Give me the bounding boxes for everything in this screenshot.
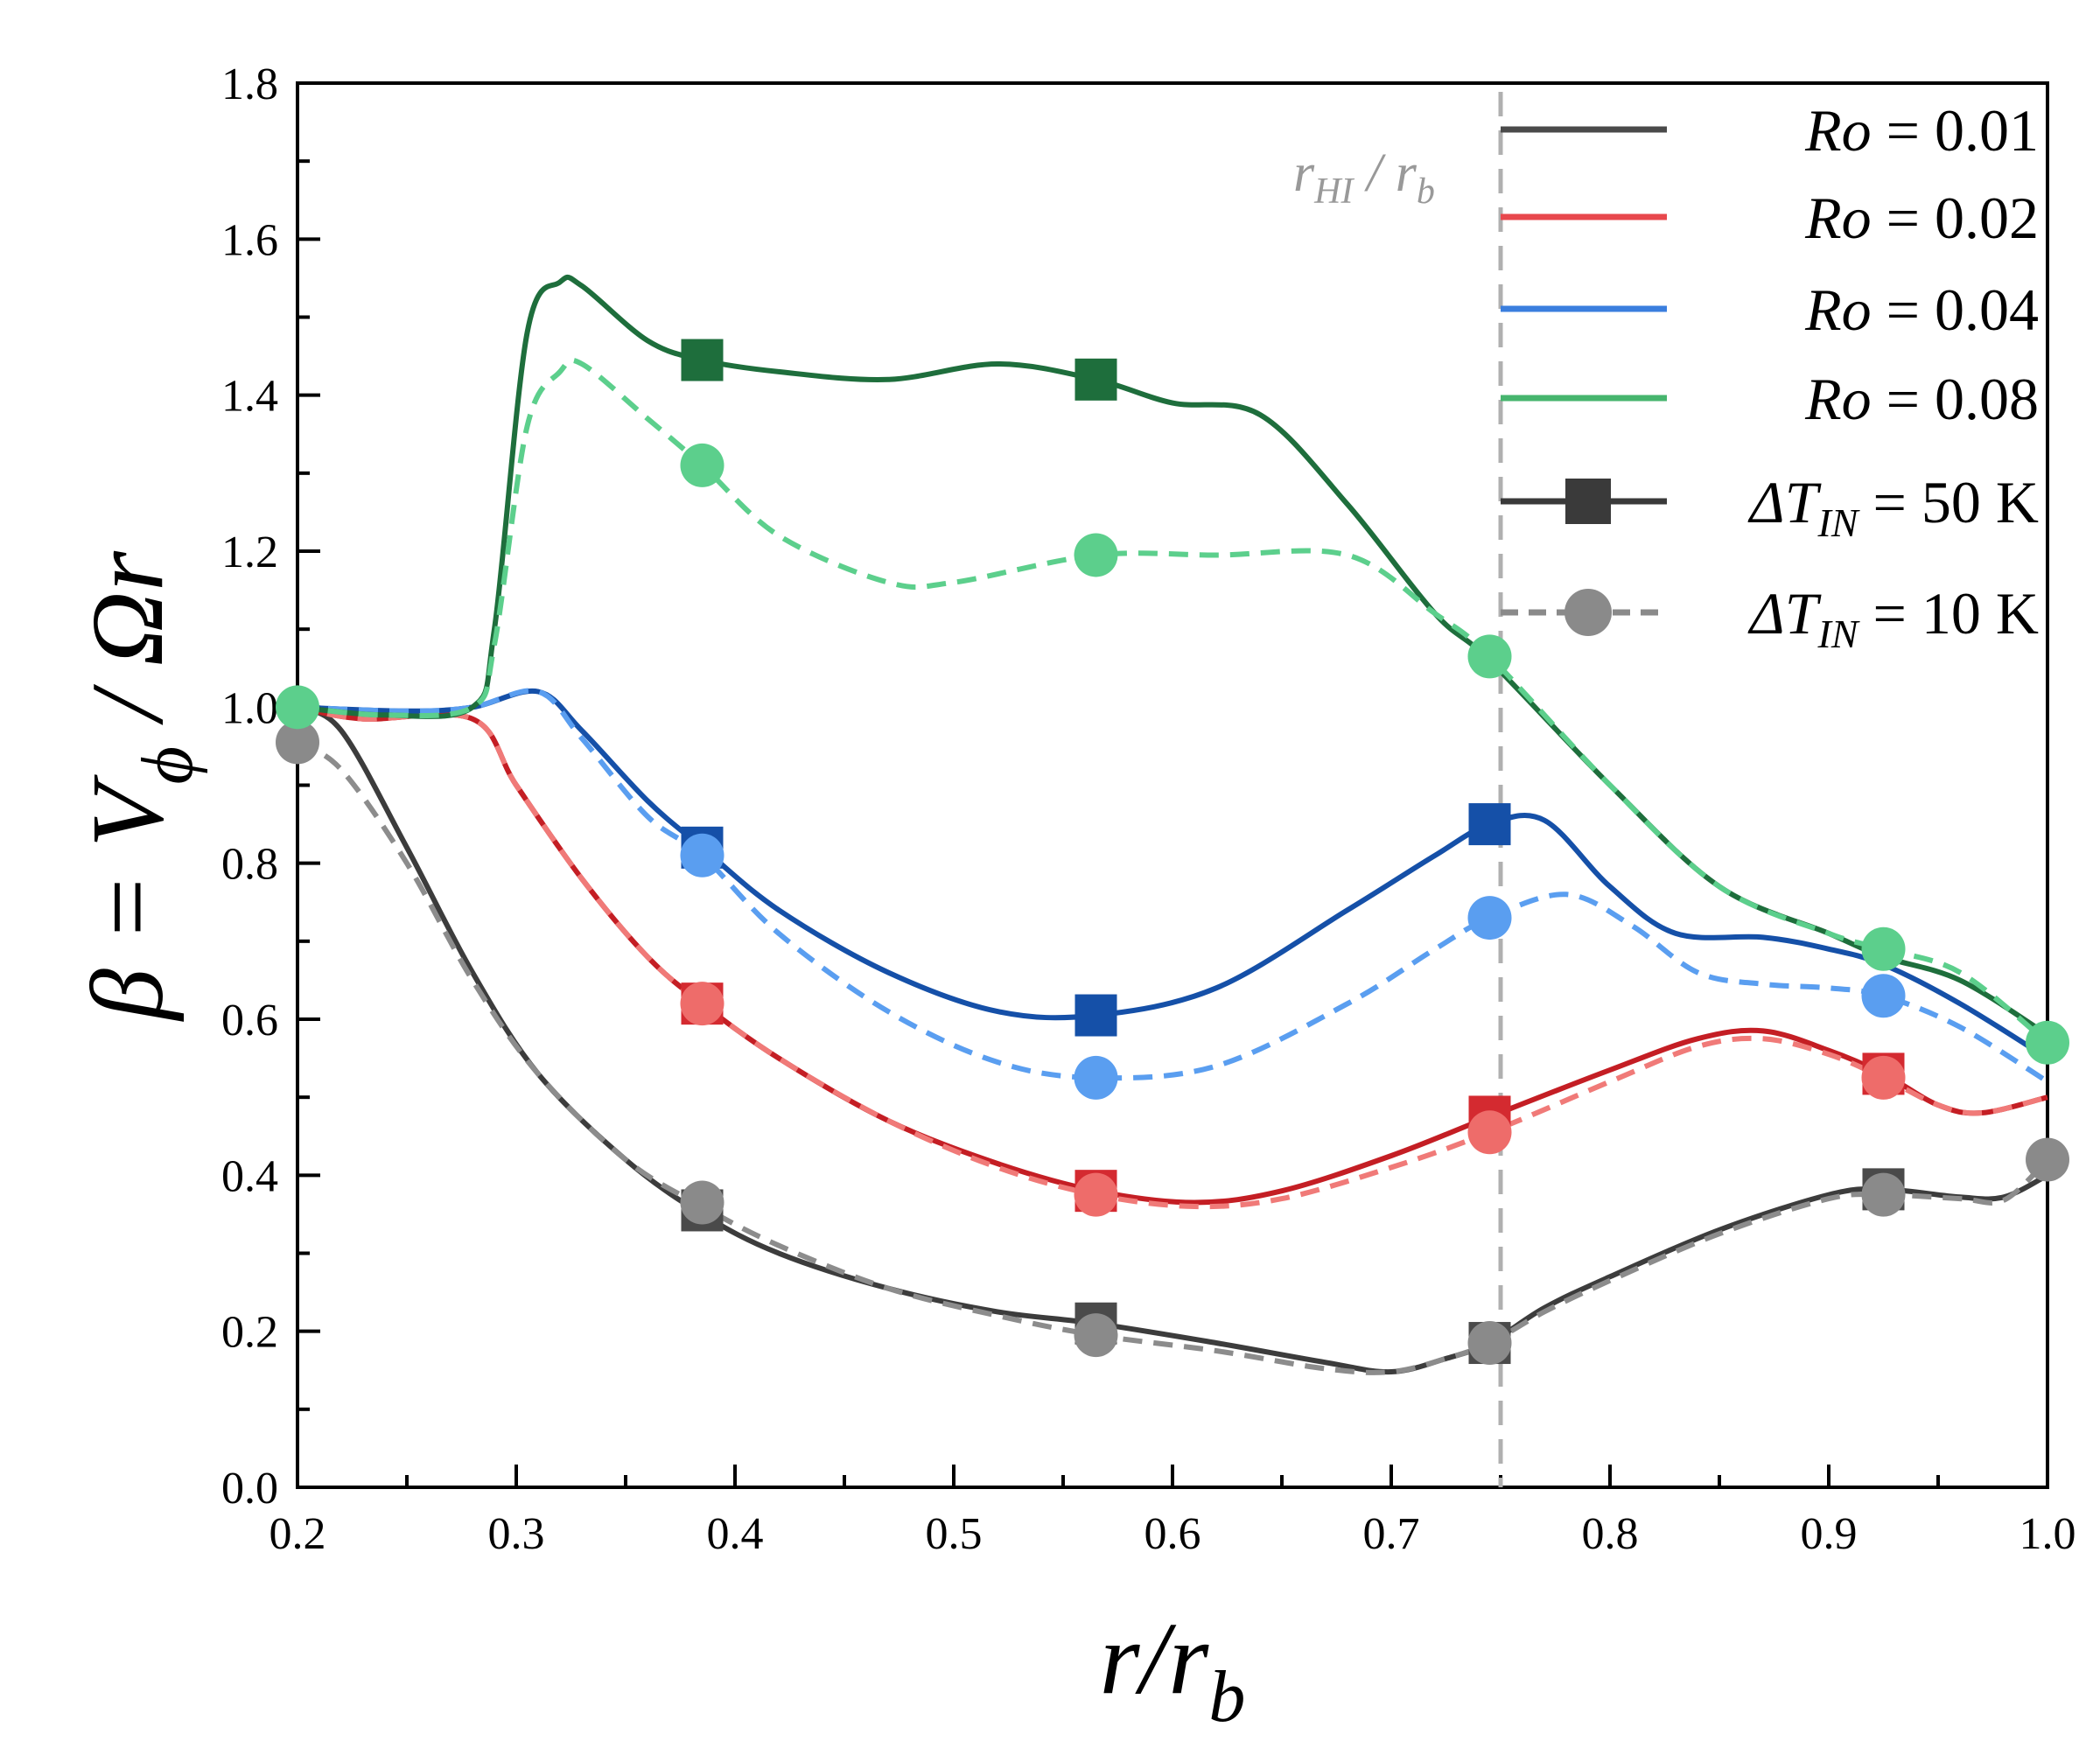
y-tick-label: 1.0 <box>221 683 278 733</box>
series-line-5 <box>297 688 2049 1084</box>
y-tick-label: 1.4 <box>221 372 278 422</box>
x-tick-label: 1.0 <box>2020 1509 2076 1559</box>
y-tick-label: 0.8 <box>221 840 278 890</box>
x-axis-label: r/rb <box>1100 1601 1246 1738</box>
legend-label-ro-004: Ro = 0.04 <box>1804 276 2039 343</box>
series-7-point <box>2026 1020 2069 1065</box>
y-tick-label: 1.6 <box>221 215 278 265</box>
series-4-point <box>1468 803 1511 846</box>
series-4-point <box>1074 994 1117 1037</box>
series-5-point <box>1467 896 1512 940</box>
series-5-point <box>680 833 724 877</box>
marker-layer <box>276 339 2069 1366</box>
legend-circle-marker <box>1564 589 1612 636</box>
series-3-point <box>1074 1172 1118 1217</box>
y-tick-label: 0.2 <box>221 1308 278 1358</box>
series-1-point <box>276 720 319 765</box>
x-tick-label: 0.8 <box>1582 1509 1639 1559</box>
x-axis-ticks: 0.2 0.3 0.4 0.5 0.6 0.7 0.8 0.9 1.0 <box>270 1465 2076 1559</box>
series-line-2 <box>297 704 2048 1206</box>
series-1-point <box>680 1180 724 1225</box>
series-3-point <box>680 982 724 1026</box>
series-line-4 <box>297 688 2049 1061</box>
series-1-point <box>1861 1172 1906 1217</box>
series-line-0 <box>296 704 2049 1375</box>
legend-label-ro-008: Ro = 0.08 <box>1804 366 2039 432</box>
legend: Ro = 0.01 Ro = 0.02 Ro = 0.04 Ro = 0.08 … <box>1501 97 2039 656</box>
plot-frame <box>296 81 2049 1489</box>
series-7-point <box>276 685 319 730</box>
y-tick-label: 1.8 <box>221 59 278 109</box>
y-axis-label: β = Vϕ / Ωr <box>70 550 208 1022</box>
series-layer <box>296 274 2050 1375</box>
x-tick-label: 0.4 <box>707 1509 764 1559</box>
series-5-point <box>1861 974 1906 1018</box>
series-line-7 <box>297 357 2049 1045</box>
x-tick-label: 0.7 <box>1363 1509 1420 1559</box>
series-7-point <box>1467 634 1512 679</box>
x-tick-label: 0.6 <box>1144 1509 1201 1559</box>
x-tick-label: 0.2 <box>270 1509 326 1559</box>
legend-label-dt-50: ΔTIN = 50 K <box>1747 469 2039 545</box>
series-3-point <box>1467 1110 1512 1155</box>
x-tick-label: 0.3 <box>488 1509 545 1559</box>
series-7-point <box>1861 926 1906 971</box>
y-tick-label: 0.4 <box>221 1151 278 1201</box>
y-tick-label: 0.0 <box>221 1464 278 1514</box>
series-1-point <box>2026 1137 2069 1182</box>
series-7-point <box>680 443 724 487</box>
reference-line-label: rHI / rb <box>1293 143 1435 212</box>
series-7-point <box>1074 533 1118 577</box>
x-tick-label: 0.9 <box>1801 1509 1858 1559</box>
y-tick-label: 0.6 <box>221 996 278 1045</box>
series-6-point <box>681 339 724 381</box>
series-1-point <box>1467 1321 1512 1366</box>
series-1-point <box>1074 1313 1118 1358</box>
legend-label-ro-001: Ro = 0.01 <box>1804 97 2039 164</box>
x-tick-label: 0.5 <box>926 1509 983 1559</box>
y-tick-label: 1.2 <box>221 528 278 577</box>
series-line-1 <box>296 739 2050 1375</box>
series-6-point <box>1074 358 1117 401</box>
reference-line-group: rHI / rb <box>1293 92 1503 1487</box>
y-axis-ticks: 0.0 0.2 0.4 0.6 0.8 1.0 1.2 1.4 1.6 1.8 <box>221 59 320 1514</box>
series-5-point <box>1074 1055 1118 1100</box>
legend-square-marker <box>1565 479 1611 524</box>
series-line-3 <box>297 704 2048 1210</box>
series-3-point <box>1861 1055 1906 1100</box>
legend-label-ro-002: Ro = 0.02 <box>1804 185 2039 251</box>
series-line-6 <box>297 274 2049 1038</box>
legend-label-dt-10: ΔTIN = 10 K <box>1747 580 2039 656</box>
